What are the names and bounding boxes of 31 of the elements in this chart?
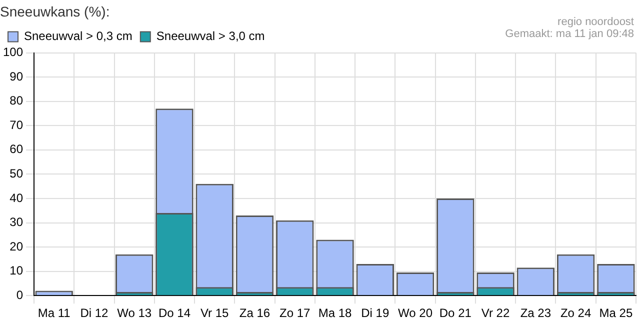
text: Gemaakt: ma 11 jan 09:48: [505, 28, 634, 40]
text: regio noordoost: [556, 16, 634, 28]
y-tick-label: 10: [10, 264, 24, 278]
legend-label: Sneeuwval > 3,0 cm: [156, 29, 265, 44]
x-tick-label: Zo 17: [280, 306, 311, 320]
x-tick-label: Za 16: [239, 306, 270, 320]
y-tick-label: 90: [10, 69, 24, 84]
y-tick-label: 60: [10, 142, 24, 156]
x-tick-label: Ma 11: [38, 306, 71, 320]
x-tick-label: Di 19: [361, 306, 390, 320]
y-tick-label: 100: [2, 45, 24, 60]
x-tick-label: Vr 22: [481, 306, 510, 320]
x-tick-label: Wo 20: [398, 306, 433, 320]
chart-title: Sneeuwkans (%):: [0, 3, 110, 20]
x-tick-label: Ma 18: [318, 306, 352, 320]
y-tick-label: 50: [10, 166, 24, 181]
x-tick-label: Wo 13: [117, 306, 152, 320]
x-tick-label: Do 21: [439, 306, 472, 320]
legend-label: Sneeuwval > 0,3 cm: [24, 29, 132, 44]
y-tick-label: 20: [10, 239, 24, 254]
y-tick-label: 80: [10, 94, 24, 108]
x-tick-label: Vr 15: [200, 306, 230, 320]
y-tick-label: 40: [10, 190, 24, 205]
y-tick-label: 0: [16, 288, 24, 302]
x-tick-label: Za 23: [520, 306, 552, 320]
x-tick-label: Zo 24: [560, 306, 592, 320]
x-tick-label: Di 12: [80, 306, 109, 320]
x-tick-label: Do 14: [158, 306, 191, 320]
x-tick-label: Ma 25: [599, 306, 633, 320]
y-tick-label: 70: [10, 118, 24, 132]
y-tick-label: 30: [10, 215, 24, 230]
